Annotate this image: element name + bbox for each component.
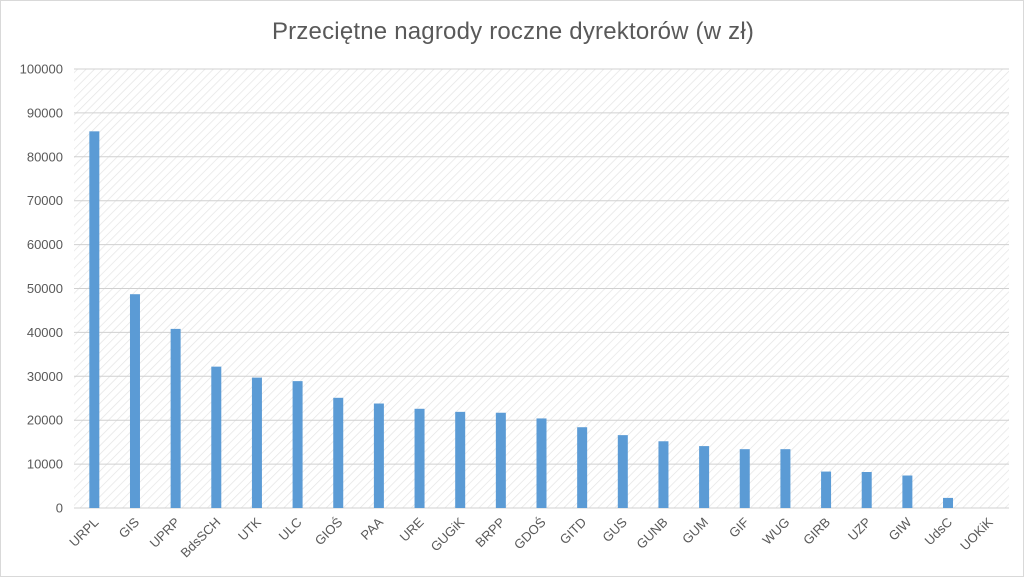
bar: [658, 441, 669, 508]
bar: [577, 427, 588, 508]
x-tick-label: UTK: [235, 514, 264, 543]
x-tick-label: GUNB: [633, 515, 670, 552]
bar: [780, 449, 791, 508]
y-tick-label: 80000: [27, 149, 63, 164]
x-tick-label: UOKiK: [957, 514, 996, 553]
x-tick-label: GDOŚ: [511, 514, 549, 552]
x-tick-label: ULC: [276, 515, 305, 544]
x-tick-label: GIW: [885, 514, 915, 544]
bar: [902, 475, 913, 508]
x-tick-label: UPRP: [147, 515, 183, 551]
bar: [861, 472, 872, 508]
y-tick-label: 0: [56, 501, 63, 516]
bar: [333, 397, 344, 508]
bar: [617, 435, 628, 508]
y-tick-label: 40000: [27, 325, 63, 340]
x-tick-label: WUG: [759, 515, 792, 548]
x-tick-label: GUS: [599, 514, 630, 545]
bar: [89, 131, 100, 508]
chart-title: Przeciętne nagrody roczne dyrektorów (w …: [271, 18, 755, 45]
x-tick-label: GUM: [679, 515, 711, 547]
x-tick-label: GUGiK: [428, 514, 468, 554]
x-tick-label: URPL: [66, 515, 101, 550]
y-tick-label: 50000: [27, 281, 63, 296]
bar: [170, 328, 181, 508]
x-tick-label: PAA: [358, 514, 387, 543]
x-tick-label: GIRB: [800, 515, 833, 548]
x-tick-label: UdsC: [922, 515, 956, 549]
y-tick-label: 20000: [27, 413, 63, 428]
bar: [739, 449, 750, 508]
x-tick-label: GIF: [726, 514, 752, 540]
y-tick-label: 90000: [27, 105, 63, 120]
x-tick-label: BdsSCH: [178, 515, 224, 561]
bar: [373, 403, 384, 508]
y-tick-label: 10000: [27, 457, 63, 472]
bar: [129, 294, 140, 508]
y-tick-label: 30000: [27, 369, 63, 384]
y-tick-label: 70000: [27, 193, 63, 208]
x-tick-label: GITD: [557, 515, 590, 548]
bar: [699, 446, 710, 508]
x-tick-label: GIOŚ: [312, 514, 346, 548]
x-tick-label: URE: [397, 514, 427, 544]
bar: [414, 408, 425, 508]
y-tick-label: 60000: [27, 237, 63, 252]
bar: [943, 497, 954, 508]
bar: [536, 418, 547, 508]
y-tick-label: 100000: [20, 62, 63, 77]
bar: [211, 366, 222, 508]
bar: [455, 411, 466, 508]
bar: [292, 381, 303, 508]
bar: [821, 471, 832, 508]
bar: [251, 377, 262, 508]
x-tick-label: BRPP: [472, 515, 508, 551]
x-tick-label: GIS: [116, 514, 143, 541]
x-tick-label: UZP: [845, 515, 874, 544]
bar: [495, 412, 506, 508]
